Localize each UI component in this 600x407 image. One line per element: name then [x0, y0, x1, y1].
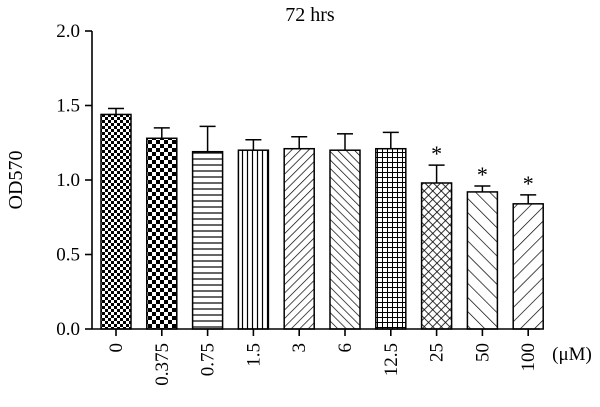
y-tick-label: 0.0 [56, 319, 80, 340]
x-tick-label: 1.5 [243, 343, 264, 367]
x-tick-label: 6 [335, 343, 356, 353]
x-tick-label: 25 [427, 343, 448, 362]
bar [512, 203, 544, 330]
x-axis-unit-label: (μM) [552, 344, 592, 365]
x-tick-label: 0.375 [152, 343, 173, 386]
bar [329, 149, 361, 330]
error-bars-group [108, 107, 537, 204]
y-axis: 0.0 0.5 1.0 1.5 2.0 [56, 21, 93, 340]
bar [146, 137, 178, 330]
x-tick-label: 50 [472, 343, 493, 362]
bar [237, 149, 270, 330]
bar [100, 113, 132, 330]
bar [283, 147, 315, 330]
y-tick-label: 0.5 [56, 245, 80, 266]
bar [375, 147, 407, 330]
x-tick-label: 3 [289, 343, 310, 353]
x-axis: 0 0.375 0.75 1.5 3 6 12.5 25 50 100 [92, 328, 540, 386]
significance-star: * [523, 171, 534, 196]
bar [191, 150, 224, 330]
bar [420, 182, 453, 330]
x-tick-label: 0 [106, 343, 127, 353]
x-tick-label: 0.75 [198, 343, 219, 376]
bar [466, 191, 499, 330]
significance-star: * [477, 162, 488, 187]
x-tick-label: 100 [518, 343, 539, 372]
chart-title: 72 hrs [285, 4, 335, 26]
y-tick-label: 1.0 [56, 170, 80, 191]
x-tick-label: 12.5 [381, 343, 402, 376]
y-tick-label: 2.0 [56, 21, 80, 42]
y-axis-label: OD570 [5, 151, 27, 210]
significance-star: * [431, 141, 442, 166]
y-tick-label: 1.5 [56, 96, 80, 117]
bars-group [100, 113, 544, 330]
significance-markers-group: * * * [431, 141, 534, 196]
